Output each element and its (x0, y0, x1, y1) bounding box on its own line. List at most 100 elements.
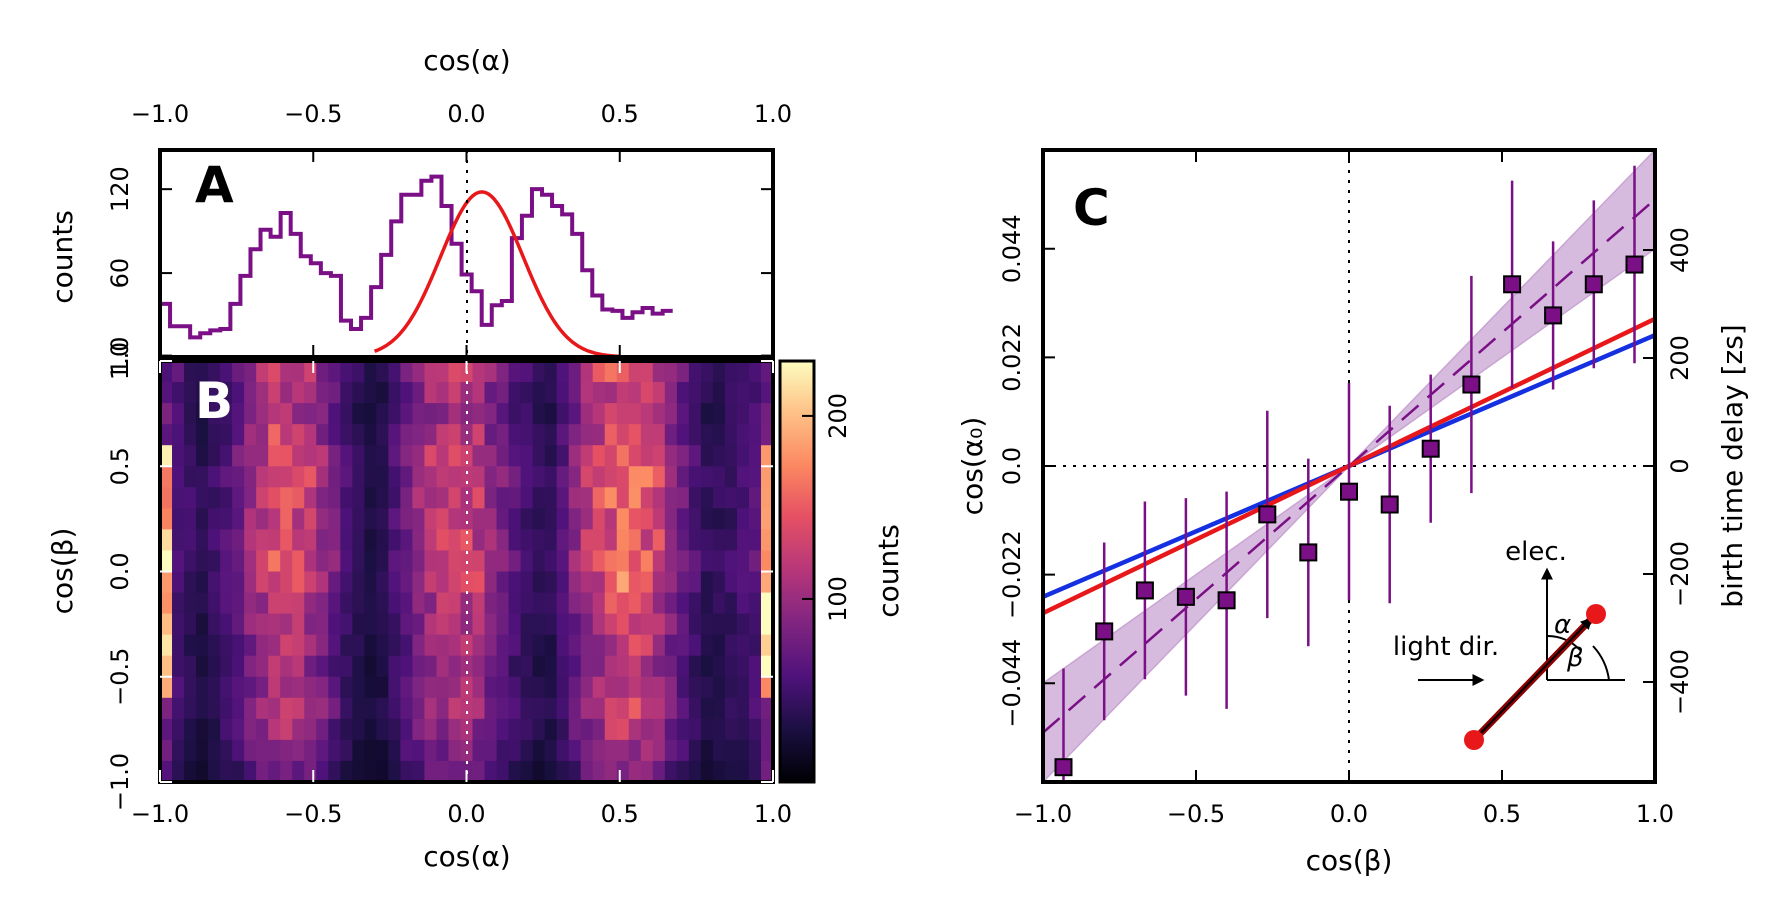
heatmap-cell (196, 403, 209, 425)
heatmap-cell (592, 697, 606, 720)
heatmap-cell (208, 739, 221, 762)
heatmap-cell (172, 739, 185, 762)
heatmap-cell (412, 739, 426, 762)
panel-c-label: C (1073, 179, 1110, 237)
panel-c-xtick-label: −0.5 (1167, 800, 1225, 828)
heatmap-cell (172, 445, 185, 467)
heatmap-cell (616, 445, 630, 467)
heatmap-cell (604, 445, 618, 467)
heatmap-cell (760, 676, 774, 699)
heatmap-cell (424, 697, 438, 720)
heatmap-cell (208, 613, 221, 636)
heatmap-cell (496, 424, 510, 446)
heatmap-cell (280, 403, 293, 425)
heatmap-cell (292, 487, 305, 509)
heatmap-cell (460, 676, 474, 699)
heatmap-cell (316, 571, 329, 594)
panel-b-xtick-label: −1.0 (131, 800, 189, 828)
heatmap-cell (736, 529, 750, 552)
heatmap-cell (748, 550, 762, 573)
heatmap-cell (196, 592, 209, 615)
heatmap-cell (664, 403, 678, 425)
heatmap-cell (388, 739, 401, 762)
heatmap-cell (160, 550, 173, 573)
heatmap-cell (160, 592, 173, 615)
heatmap-cell (652, 718, 666, 741)
heatmap-cell (532, 571, 546, 594)
heatmap-cell (736, 508, 750, 530)
heatmap-cell (448, 403, 462, 425)
heatmap-cell (688, 361, 702, 383)
heatmap-cell (628, 697, 642, 720)
heatmap-cell (268, 697, 281, 720)
heatmap-cell (568, 466, 582, 488)
heatmap-cell (472, 529, 486, 552)
heatmap-cell (736, 655, 750, 678)
heatmap-cell (712, 550, 726, 573)
heatmap-cell (640, 592, 654, 615)
heatmap-cell (592, 655, 606, 678)
heatmap-cell (352, 697, 365, 720)
heatmap-cell (244, 634, 257, 657)
heatmap-cell (724, 403, 738, 425)
heatmap-cell (232, 403, 245, 425)
heatmap-cell (244, 676, 257, 699)
heatmap-cell (700, 592, 714, 615)
heatmap-cell (328, 676, 341, 699)
data-point (1584, 275, 1603, 294)
heatmap-cell (172, 424, 185, 446)
heatmap-cell (376, 571, 389, 594)
heatmap-cell (496, 466, 510, 488)
heatmap-cell (316, 487, 329, 509)
heatmap-cell (472, 655, 486, 678)
heatmap-cell (484, 487, 498, 509)
heatmap-cell (196, 676, 209, 699)
heatmap-cell (412, 571, 426, 594)
heatmap-cell (208, 382, 221, 404)
heatmap-cell (616, 613, 630, 636)
heatmap-cell (736, 739, 750, 762)
heatmap-cell (424, 739, 438, 762)
heatmap-cell (376, 550, 389, 573)
heatmap-cell (400, 403, 414, 425)
heatmap-cell (232, 613, 245, 636)
heatmap-cell (268, 487, 281, 509)
inset-alpha-arc (1546, 634, 1581, 651)
heatmap-cell (712, 424, 726, 446)
heatmap-cell (280, 424, 293, 446)
heatmap-cell (712, 529, 726, 552)
heatmap-cell (220, 424, 233, 446)
heatmap-cell (556, 739, 570, 762)
heatmap-cell (544, 676, 558, 699)
heatmap-cell (280, 571, 293, 594)
heatmap-cell (424, 508, 438, 530)
heatmap-cell (496, 592, 510, 615)
heatmap-cell (532, 382, 546, 404)
heatmap-cell (616, 697, 630, 720)
heatmap-cell (688, 487, 702, 509)
heatmap-cell (184, 361, 197, 383)
heatmap-cell (232, 508, 245, 530)
heatmap-cell (508, 760, 522, 783)
heatmap-cell (688, 424, 702, 446)
heatmap-cell (184, 697, 197, 720)
heatmap-cell (544, 697, 558, 720)
heatmap-cell (232, 550, 245, 573)
heatmap-cell (568, 676, 582, 699)
heatmap-cell (556, 634, 570, 657)
heatmap-cell (208, 634, 221, 657)
heatmap-cell (580, 592, 594, 615)
heatmap-cell (748, 634, 762, 657)
heatmap-cell (196, 571, 209, 594)
heatmap-cell (544, 382, 558, 404)
heatmap-cell (736, 634, 750, 657)
heatmap-cell (580, 760, 594, 783)
heatmap-cell (544, 487, 558, 509)
heatmap-cell (424, 445, 438, 467)
heatmap-cell (544, 424, 558, 446)
heatmap-cell (232, 739, 245, 762)
heatmap-cell (184, 424, 197, 446)
heatmap-cell (292, 424, 305, 446)
heatmap-cell (196, 361, 209, 383)
heatmap-cell (256, 550, 269, 573)
